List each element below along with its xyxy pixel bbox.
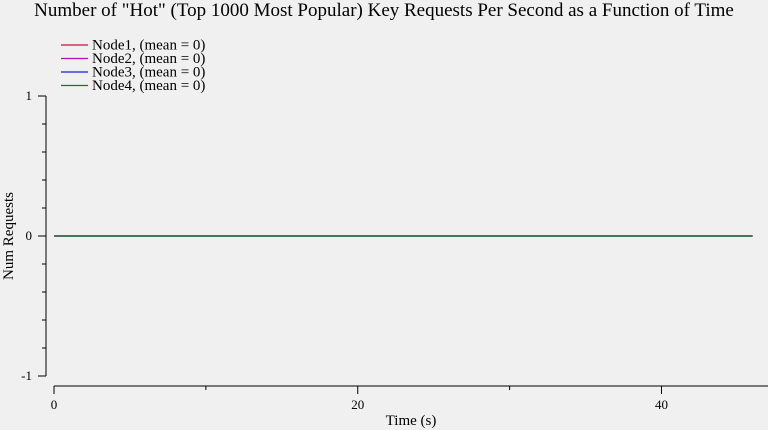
y-tick-label-2: 1 xyxy=(26,88,33,103)
legend-label-node1: Node1, (mean = 0) xyxy=(92,38,205,54)
x-axis-label: Time (s) xyxy=(386,413,437,429)
legend: Node1, (mean = 0)Node2, (mean = 0)Node3,… xyxy=(61,38,205,94)
x-tick-label-1: 20 xyxy=(351,397,364,412)
y-tick-label-1: 0 xyxy=(26,228,33,243)
y-axis-label: Num Requests xyxy=(1,192,17,280)
chart-title: Number of "Hot" (Top 1000 Most Popular) … xyxy=(34,0,734,21)
x-tick-label-0: 0 xyxy=(51,397,58,412)
legend-label-node2: Node2, (mean = 0) xyxy=(92,51,205,67)
legend-label-node4: Node4, (mean = 0) xyxy=(92,78,205,94)
x-tick-label-2: 40 xyxy=(655,397,668,412)
y-tick-label-0: -1 xyxy=(21,368,32,383)
legend-label-node3: Node3, (mean = 0) xyxy=(92,65,205,81)
